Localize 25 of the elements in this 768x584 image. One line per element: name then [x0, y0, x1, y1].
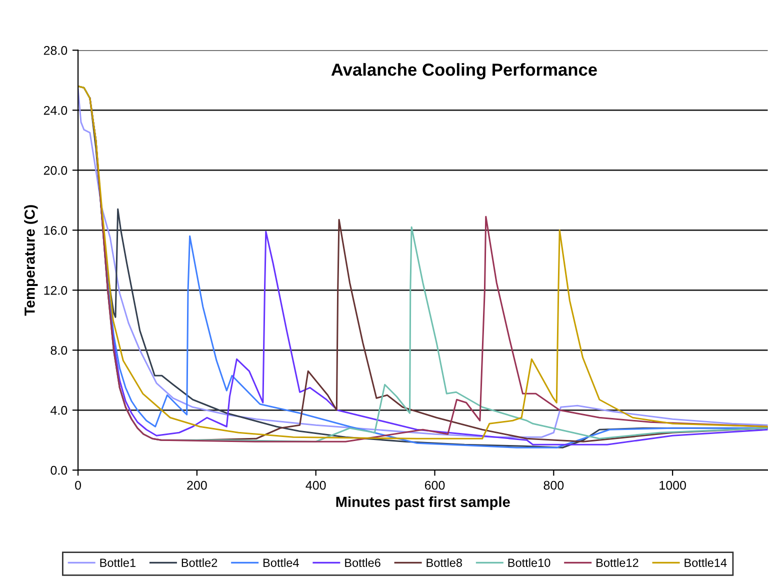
- x-axis-title: Minutes past first sample: [336, 496, 510, 510]
- legend-label: Bottle2: [182, 558, 218, 567]
- x-tick-label: 200: [187, 480, 207, 490]
- x-tick-label: 800: [544, 480, 564, 490]
- x-tick-label: 600: [424, 480, 445, 490]
- y-tick-label: 0.0: [50, 466, 68, 475]
- y-tick-label: 16.0: [44, 226, 68, 235]
- y-tick-label: 8.0: [50, 346, 68, 355]
- legend-label: Bottle12: [596, 558, 638, 567]
- y-tick-label: 12.0: [44, 286, 68, 295]
- y-tick-label: 4.0: [50, 406, 68, 415]
- legend-label: Bottle6: [345, 558, 380, 567]
- text: Avalanche Cooling Performance: [331, 63, 597, 80]
- legend-label: Bottle8: [426, 558, 462, 567]
- y-tick-label: 24.0: [44, 106, 68, 115]
- x-tick-label: 1000: [660, 480, 686, 490]
- y-axis-title: Temperature (C): [24, 205, 38, 316]
- legend-label: Bottle4: [263, 558, 299, 567]
- legend-label: Bottle1: [100, 558, 136, 567]
- y-tick-label: 28.0: [44, 46, 68, 55]
- x-tick-label: 400: [306, 480, 326, 490]
- x-tick-label: 0: [75, 480, 82, 490]
- legend-label: Bottle10: [508, 558, 550, 567]
- legend-label: Bottle14: [684, 558, 727, 567]
- y-tick-label: 20.0: [44, 166, 68, 175]
